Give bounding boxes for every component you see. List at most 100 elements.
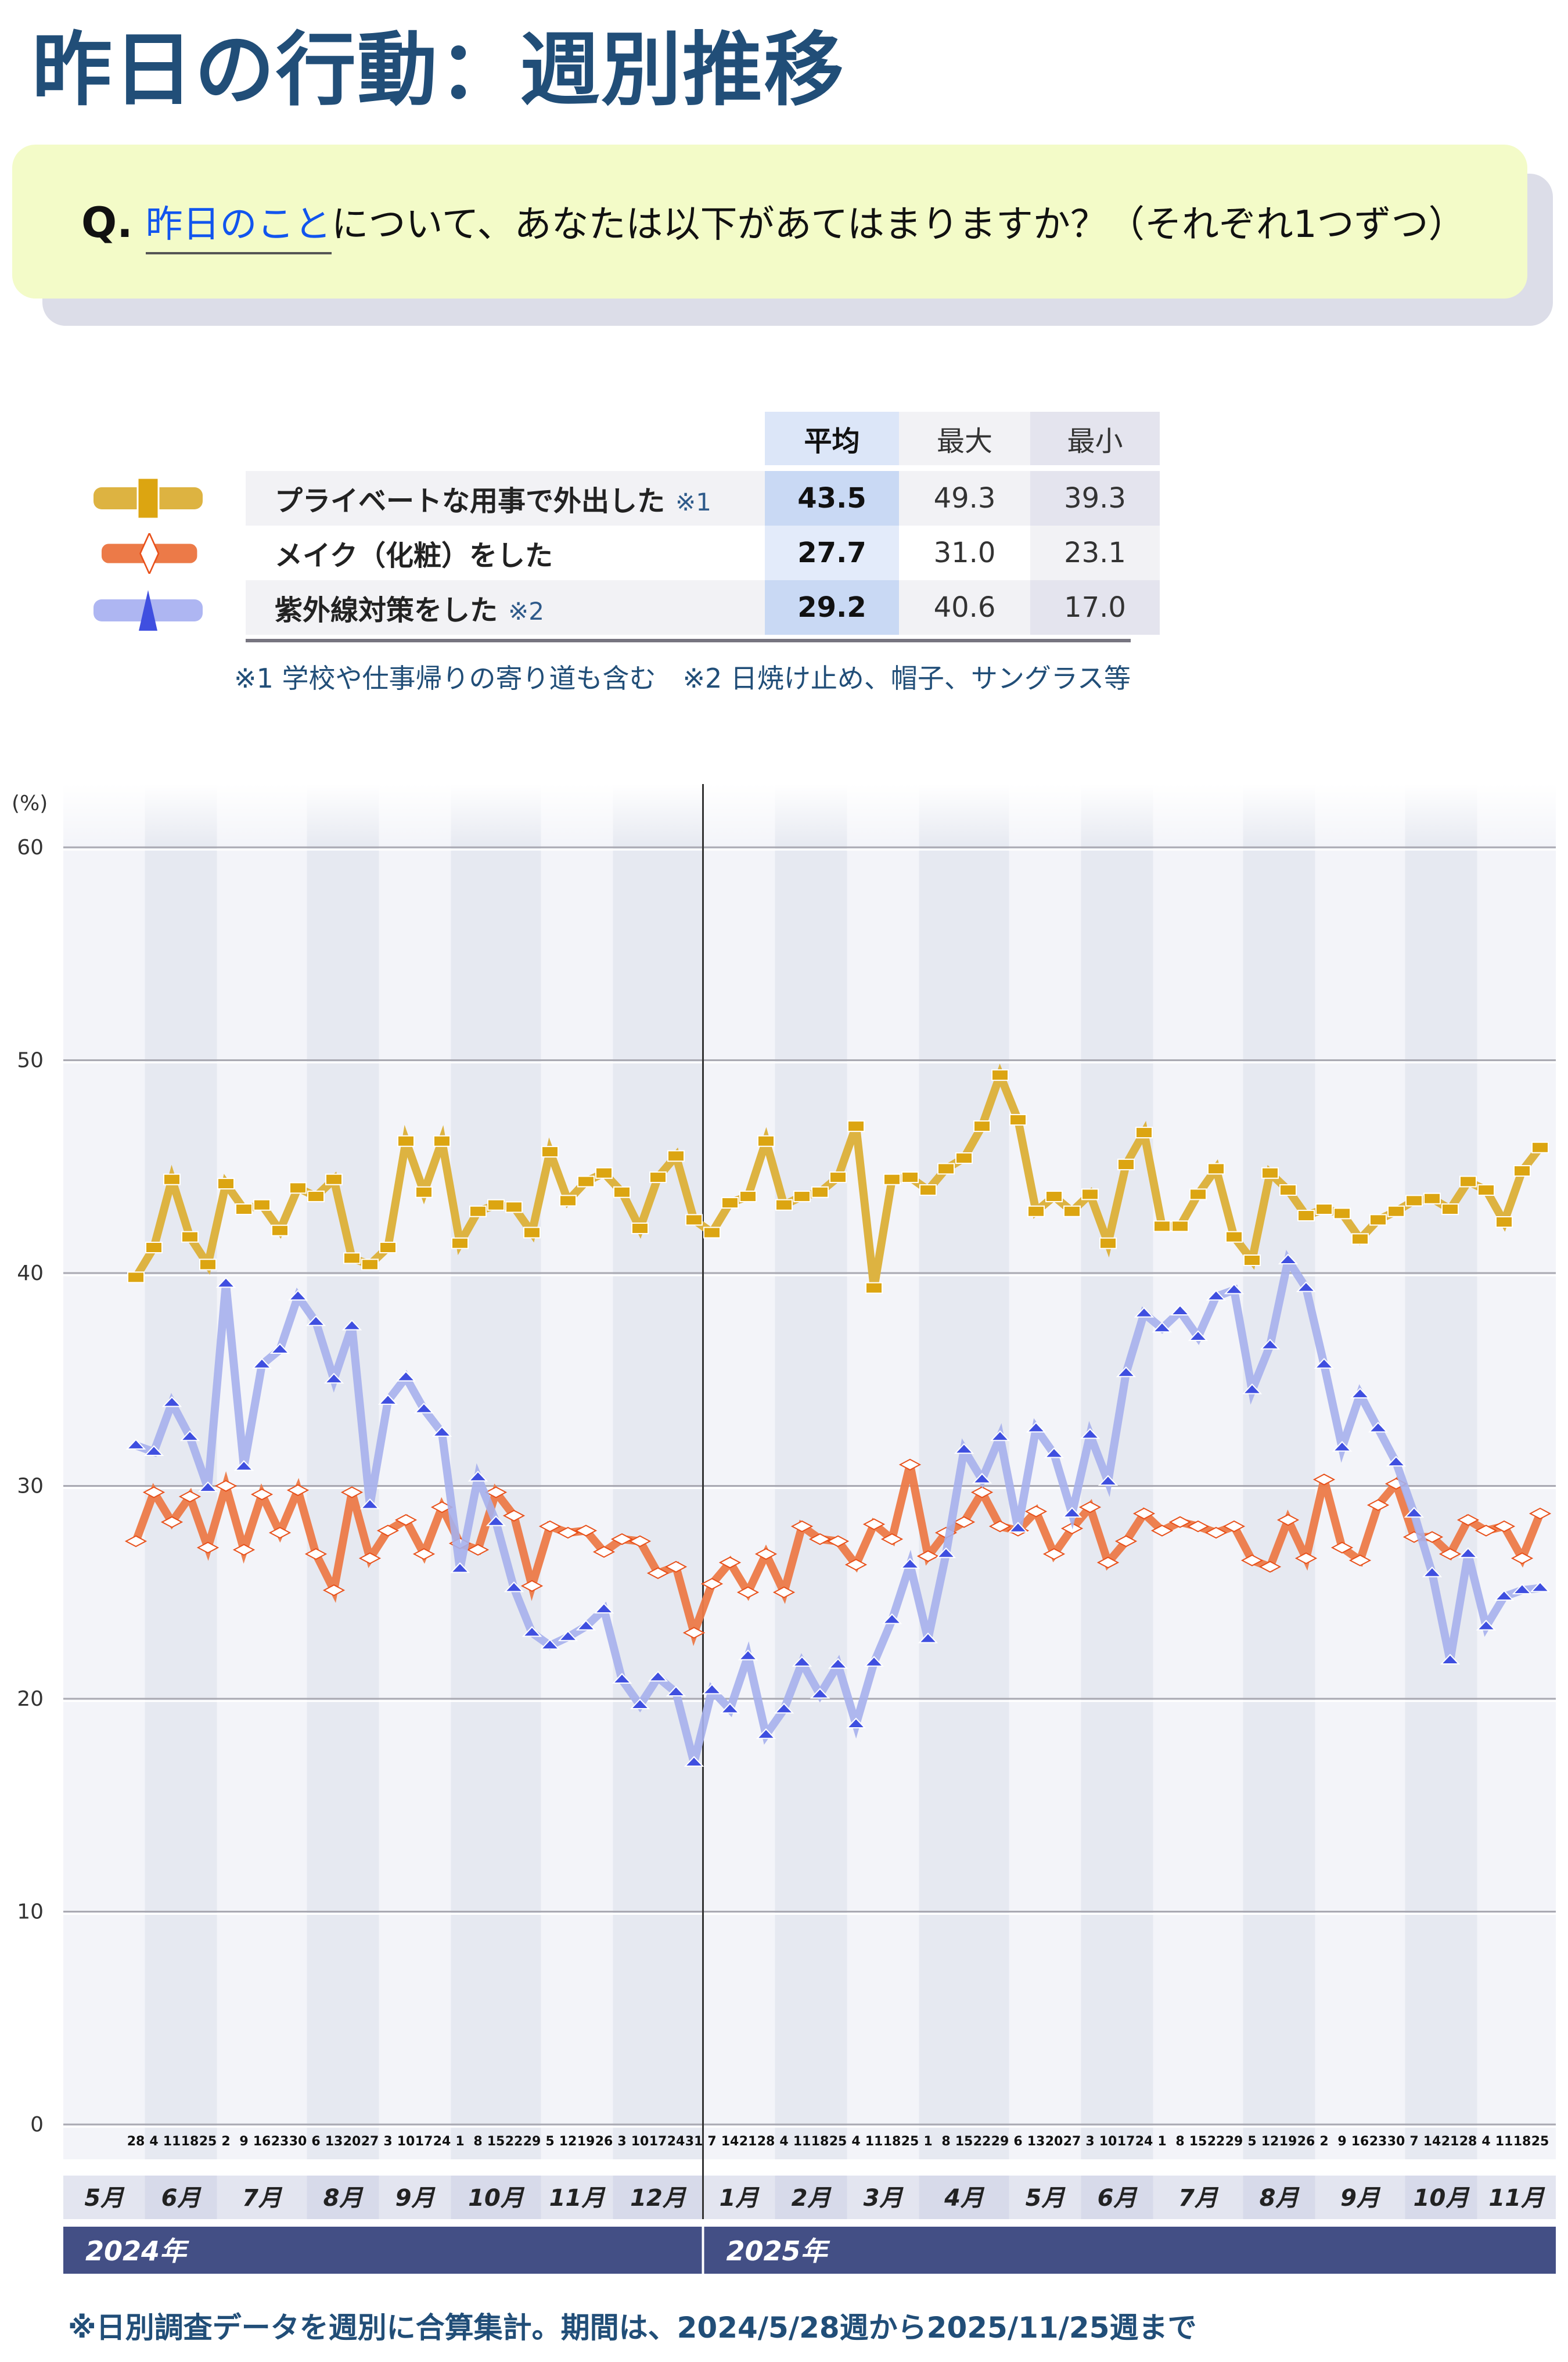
header-blank — [246, 412, 765, 465]
table-row: プライベートな用事で外出した ※1 43.5 49.3 39.3 — [246, 471, 1160, 526]
data-point-square — [1387, 1205, 1405, 1217]
data-point-diamond — [340, 1486, 364, 1498]
data-point-square — [1171, 1220, 1189, 1232]
y-tick-label: 20 — [17, 1687, 44, 1711]
data-point-diamond — [1168, 1516, 1192, 1528]
x-tick-label: 5 — [1247, 2134, 1256, 2149]
x-tick-label: 8 — [1175, 2134, 1184, 2149]
month-cell — [1477, 2176, 1556, 2219]
x-tick-label: 23 — [271, 2134, 289, 2149]
x-tick-label: 4 — [149, 2134, 158, 2149]
x-tick-label: 25 — [901, 2134, 919, 2149]
data-point-square — [1405, 1195, 1423, 1207]
header-max: 最大 — [899, 412, 1030, 465]
x-tick-label: 8 — [941, 2134, 950, 2149]
x-tick-label: 7 — [707, 2134, 716, 2149]
month-label: 6月 — [161, 2185, 202, 2212]
month-cell — [775, 2176, 847, 2219]
data-point-diamond — [574, 1525, 598, 1537]
data-point-triangle — [1242, 1383, 1263, 1394]
data-point-diamond — [1456, 1514, 1480, 1526]
data-point-square — [1135, 1127, 1153, 1139]
data-point-triangle — [918, 1632, 938, 1644]
data-point-diamond — [232, 1544, 256, 1556]
month-cell — [541, 2176, 613, 2219]
data-point-triangle — [540, 1638, 560, 1650]
data-point-diamond — [196, 1541, 220, 1554]
data-point-square — [1423, 1192, 1441, 1205]
data-point-square — [433, 1135, 451, 1147]
data-point-square — [937, 1163, 955, 1175]
x-tick-label: 17 — [649, 2134, 667, 2149]
row-max: 31.0 — [899, 526, 1030, 580]
data-point-triangle — [990, 1430, 1010, 1441]
month-label: 5月 — [84, 2185, 125, 2212]
y-tick-label: 10 — [17, 1900, 44, 1924]
data-point-square — [451, 1237, 469, 1249]
data-point-triangle — [558, 1630, 578, 1641]
data-point-diamond — [502, 1509, 526, 1522]
data-point-square — [1189, 1188, 1207, 1200]
data-point-diamond — [178, 1490, 202, 1502]
month-band — [1477, 784, 1556, 2159]
row-label: プライベートな用事で外出した — [275, 485, 666, 517]
table-bottom-rule — [246, 639, 1131, 642]
month-band — [1315, 784, 1405, 2159]
x-tick-label: 12 — [1261, 2134, 1279, 2149]
month-cell — [703, 2176, 775, 2219]
x-tick-label: 2 — [1319, 2134, 1328, 2149]
x-tick-label: 18 — [181, 2134, 199, 2149]
data-point-diamond — [376, 1525, 400, 1537]
data-point-square — [559, 1195, 577, 1207]
data-point-square — [829, 1171, 847, 1184]
data-point-triangle — [1530, 1581, 1551, 1592]
data-point-diamond — [394, 1514, 418, 1526]
data-point-square — [145, 1242, 163, 1254]
data-point-triangle — [1422, 1566, 1443, 1577]
data-point-diamond — [1330, 1541, 1354, 1554]
month-cell — [1405, 2176, 1477, 2219]
data-point-diamond — [808, 1533, 832, 1545]
x-tick-label: 5 — [545, 2134, 554, 2149]
data-point-diamond — [592, 1545, 616, 1558]
x-tick-label: 30 — [1387, 2134, 1405, 2149]
data-point-square — [325, 1173, 343, 1185]
month-band — [1081, 784, 1153, 2159]
data-point-square — [595, 1167, 613, 1179]
data-point-square — [1099, 1237, 1117, 1249]
data-point-triangle — [1098, 1475, 1119, 1486]
data-point-square — [757, 1135, 775, 1147]
month-band — [1153, 784, 1243, 2159]
x-tick-label: 1 — [455, 2134, 464, 2149]
data-point-square — [307, 1191, 325, 1203]
x-tick-label: 24 — [667, 2134, 685, 2149]
data-point-triangle — [1188, 1330, 1209, 1341]
data-point-diamond — [214, 1480, 238, 1492]
data-point-square — [1045, 1191, 1063, 1203]
data-point-diamond — [1222, 1520, 1246, 1533]
data-point-diamond — [1024, 1505, 1048, 1518]
data-point-triangle — [846, 1717, 866, 1728]
data-point-triangle — [125, 1439, 146, 1450]
series-triangle — [125, 1250, 1551, 1767]
data-point-square — [181, 1231, 199, 1243]
data-point-diamond — [682, 1627, 706, 1639]
y-tick-label: 30 — [17, 1475, 44, 1498]
x-tick-label: 3 — [617, 2134, 626, 2149]
row-note: ※2 — [508, 597, 544, 625]
data-point-triangle — [395, 1371, 416, 1382]
x-tick-label: 17 — [415, 2134, 433, 2149]
data-point-diamond — [466, 1544, 490, 1556]
x-tick-label: 17 — [1117, 2134, 1135, 2149]
data-point-triangle — [1296, 1281, 1317, 1292]
data-point-triangle — [648, 1670, 668, 1682]
question-mark: Q. — [81, 198, 133, 247]
y-tick-label: 50 — [17, 1049, 44, 1073]
x-tick-label: 18 — [811, 2134, 829, 2149]
month-cell — [1009, 2176, 1081, 2219]
row-label: メイク（化粧）をした — [275, 540, 553, 572]
data-point-diamond — [646, 1567, 670, 1579]
x-tick-label: 16 — [253, 2134, 271, 2149]
data-point-triangle — [792, 1656, 812, 1667]
x-tick-label: 29 — [991, 2134, 1009, 2149]
